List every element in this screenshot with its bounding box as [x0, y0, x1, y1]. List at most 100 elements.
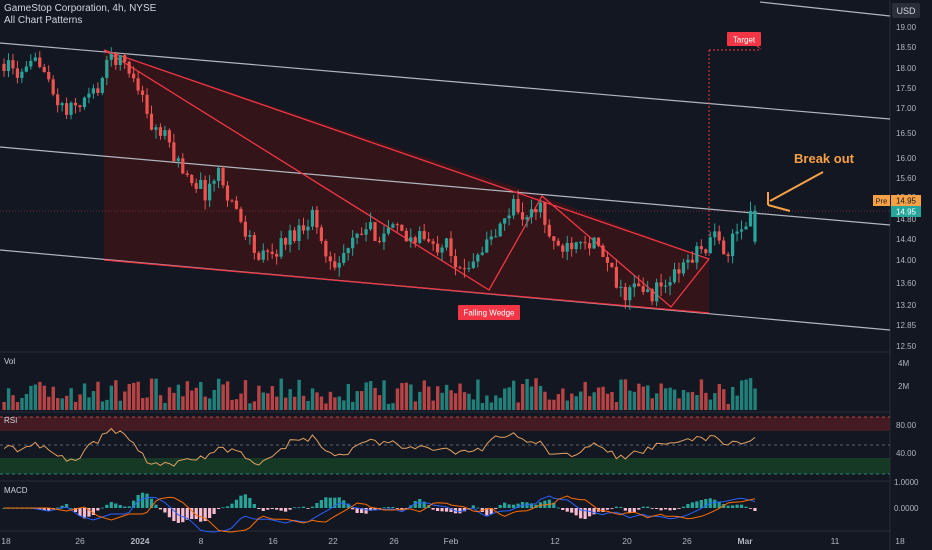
rsi-pane-label[interactable]: RSI — [4, 416, 17, 425]
volume-bar — [520, 384, 525, 410]
candle-body — [435, 243, 440, 253]
volume-bar — [458, 383, 462, 410]
volume-bar — [333, 397, 337, 410]
candle-body — [538, 202, 542, 213]
candle-body — [561, 245, 565, 252]
candle-body — [11, 60, 15, 69]
candle-body — [91, 88, 95, 94]
candle-body — [127, 61, 131, 74]
macd-bar — [583, 508, 587, 519]
indicator-name[interactable]: All Chart Patterns — [4, 15, 83, 26]
macd-bar — [109, 502, 113, 508]
volume-bar — [404, 382, 409, 410]
macd-bar — [498, 505, 502, 508]
volume-bar — [467, 393, 471, 410]
volume-bar — [699, 379, 704, 410]
time-tick-label: 22 — [328, 536, 338, 546]
macd-bar — [458, 508, 462, 514]
candle-body — [458, 267, 462, 269]
currency-badge[interactable] — [892, 3, 920, 18]
volume-bar — [297, 379, 301, 410]
volume-pane-label[interactable]: Vol — [4, 357, 15, 366]
candle-body — [319, 227, 323, 241]
volume-bar — [118, 400, 123, 410]
candle-body — [444, 238, 449, 248]
macd-bar — [257, 508, 261, 509]
volume-bar — [91, 391, 96, 410]
time-tick-label: 11 — [831, 536, 840, 546]
pre-market-badge — [873, 195, 890, 206]
candle-body — [33, 57, 37, 61]
macd-bar — [360, 508, 364, 513]
candle-body — [735, 231, 739, 234]
candle-body — [342, 253, 346, 263]
macd-bar — [663, 508, 668, 510]
volume-bar — [64, 395, 69, 410]
volume-bar — [507, 387, 511, 410]
candle-body — [24, 66, 28, 72]
candle-body — [413, 237, 417, 243]
volume-bar — [306, 401, 310, 410]
macd-bar — [154, 504, 158, 508]
candle-body — [328, 256, 332, 262]
volume-bar — [172, 392, 176, 410]
macd-bar — [744, 506, 748, 508]
volume-bar — [529, 386, 534, 410]
macd-bar — [105, 504, 109, 508]
volume-bar — [485, 395, 489, 410]
macd-bar — [167, 508, 171, 518]
volume-bar — [583, 381, 587, 410]
candle-body — [467, 267, 471, 270]
candle-body — [659, 282, 663, 287]
volume-bar — [489, 402, 494, 410]
candles-group — [2, 47, 757, 310]
candle-body — [208, 183, 212, 201]
macd-bar — [208, 508, 212, 518]
volume-bar — [78, 394, 82, 410]
candle-body — [163, 130, 167, 136]
volume-bar — [301, 395, 306, 410]
price-tick-label: 13.20 — [896, 301, 917, 310]
macd-bar — [87, 508, 91, 517]
macd-bar — [190, 508, 194, 519]
pattern-label-box[interactable] — [458, 305, 520, 320]
volume-bar — [444, 384, 449, 410]
candle-body — [47, 71, 51, 80]
candle-body — [731, 233, 735, 257]
candle-body — [288, 230, 292, 245]
candle-body — [82, 97, 87, 108]
volume-bar — [587, 396, 592, 410]
price-tick-label: 13.60 — [896, 279, 917, 288]
macd-bar — [717, 501, 721, 508]
candle-body — [266, 250, 270, 252]
candle-body — [355, 233, 359, 238]
macd-bar — [422, 501, 426, 508]
time-tick-label: 16 — [268, 536, 278, 546]
macd-bar — [650, 508, 654, 509]
symbol-title[interactable]: GameStop Corporation, 4h, NYSE — [4, 3, 157, 14]
candle-body — [56, 94, 60, 106]
volume-bar — [686, 392, 690, 410]
volume-bar — [739, 380, 744, 410]
volume-tick: 2M — [898, 382, 909, 391]
candle-body — [623, 286, 627, 301]
volume-bar — [6, 388, 11, 410]
macd-bar — [748, 508, 753, 509]
volume-bar — [552, 399, 556, 410]
candle-body — [494, 236, 498, 238]
candle-body — [15, 68, 20, 78]
candle-body — [257, 252, 261, 260]
macd-pane-label[interactable]: MACD — [4, 486, 28, 495]
volume-bar — [20, 397, 24, 410]
volume-bar — [704, 392, 708, 410]
pre-market-label: Pre — [876, 197, 888, 206]
macd-bar — [503, 502, 507, 508]
rsi-tick: 40.00 — [896, 449, 917, 458]
candle-body — [145, 94, 149, 114]
macd-bar — [73, 508, 78, 512]
target-label-box[interactable] — [727, 32, 761, 46]
volume-bar — [713, 393, 717, 410]
candle-body — [632, 283, 636, 288]
candle-body — [753, 210, 757, 242]
